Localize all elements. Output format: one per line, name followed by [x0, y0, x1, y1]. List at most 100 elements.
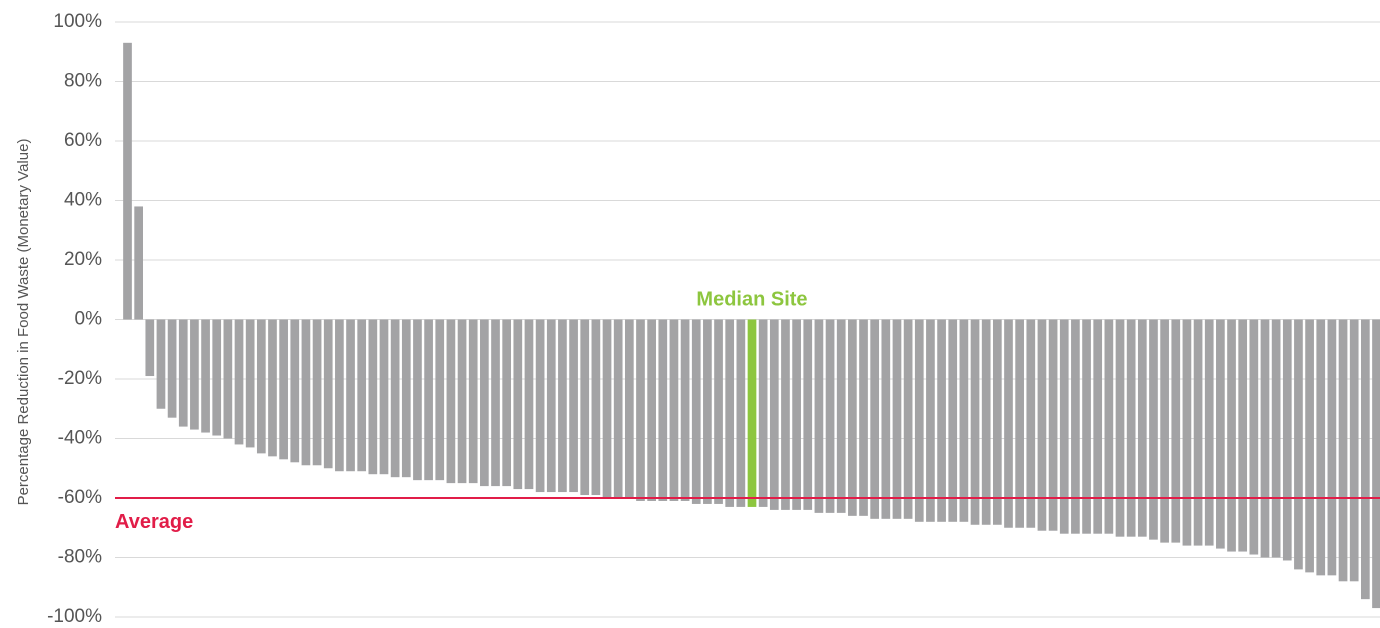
bar [1149, 319, 1158, 540]
bar [569, 319, 578, 493]
y-tick-label: -60% [58, 487, 102, 508]
bar [323, 319, 333, 469]
y-tick-label: 80% [64, 71, 102, 92]
bar [959, 319, 969, 522]
bar [312, 319, 322, 466]
bar [1271, 319, 1281, 558]
bar [1082, 319, 1091, 534]
bar [736, 319, 746, 507]
bar [1316, 319, 1326, 576]
bar [245, 319, 255, 448]
bar [201, 319, 210, 433]
bar [658, 319, 668, 501]
y-axis-label: Percentage Reduction in Food Waste (Mone… [15, 139, 32, 506]
bar [948, 319, 958, 522]
bar [970, 319, 980, 525]
bar [1037, 319, 1047, 531]
bar [1193, 319, 1203, 546]
bar [792, 319, 801, 510]
bar [546, 319, 556, 493]
bar [981, 319, 991, 525]
y-tick-label: -80% [58, 547, 102, 568]
bar [591, 319, 601, 496]
bar [636, 319, 645, 501]
bar [914, 319, 924, 522]
bar [859, 319, 868, 516]
bar [379, 319, 389, 475]
bar [156, 319, 166, 409]
bar [814, 319, 824, 513]
y-tick-label: 40% [64, 190, 102, 211]
bar [680, 319, 690, 501]
bar [413, 319, 422, 481]
bar [1160, 319, 1169, 543]
bar [256, 319, 266, 454]
bar [346, 319, 355, 472]
bar [1216, 319, 1225, 549]
bar [424, 319, 433, 481]
y-tick-label: 20% [64, 249, 102, 270]
bar [870, 319, 880, 519]
bar [491, 319, 500, 487]
bar [1171, 319, 1181, 543]
bar [480, 319, 489, 487]
y-tick-label: -40% [58, 428, 102, 449]
bar [290, 319, 300, 463]
bar [1071, 319, 1080, 534]
bar [190, 319, 199, 430]
bar [758, 319, 768, 507]
bar [926, 319, 935, 522]
bar [1294, 319, 1303, 570]
bar [992, 319, 1002, 525]
bar [234, 319, 244, 445]
bar [212, 319, 222, 436]
bar [892, 319, 902, 519]
bar [714, 319, 723, 504]
bar [781, 319, 790, 510]
bar [1026, 319, 1036, 528]
bar [279, 319, 288, 460]
bar [268, 319, 277, 457]
bar [167, 319, 177, 418]
bar [145, 319, 155, 377]
bar [903, 319, 913, 519]
bar [435, 319, 445, 481]
bars [123, 42, 1380, 609]
bar [836, 319, 846, 513]
bar [691, 319, 701, 504]
bar [848, 319, 857, 516]
bar [1126, 319, 1136, 537]
bar [624, 319, 634, 498]
bar [513, 319, 523, 490]
bar [1238, 319, 1248, 552]
bar [580, 319, 590, 496]
bar [178, 319, 188, 427]
bar [1327, 319, 1337, 576]
bar [335, 319, 344, 472]
bar [725, 319, 735, 507]
y-tick-label: 0% [75, 309, 103, 330]
bar [134, 206, 144, 320]
bar [468, 319, 478, 484]
bar [1015, 319, 1024, 528]
bar [1282, 319, 1292, 561]
bar [1249, 319, 1259, 555]
bar [1093, 319, 1103, 534]
bar [1260, 319, 1270, 558]
bar [1137, 319, 1147, 537]
median-site-bar [747, 319, 757, 507]
bar [535, 319, 545, 493]
bar [1204, 319, 1214, 546]
bar [524, 319, 534, 490]
bar [669, 319, 679, 501]
bar [1305, 319, 1314, 573]
bar [825, 319, 835, 513]
bar [301, 319, 311, 466]
bar [1372, 319, 1380, 609]
y-tick-label: 100% [53, 11, 102, 32]
bar [1182, 319, 1192, 546]
bar [390, 319, 400, 478]
bar [1349, 319, 1359, 582]
bar [602, 319, 612, 498]
